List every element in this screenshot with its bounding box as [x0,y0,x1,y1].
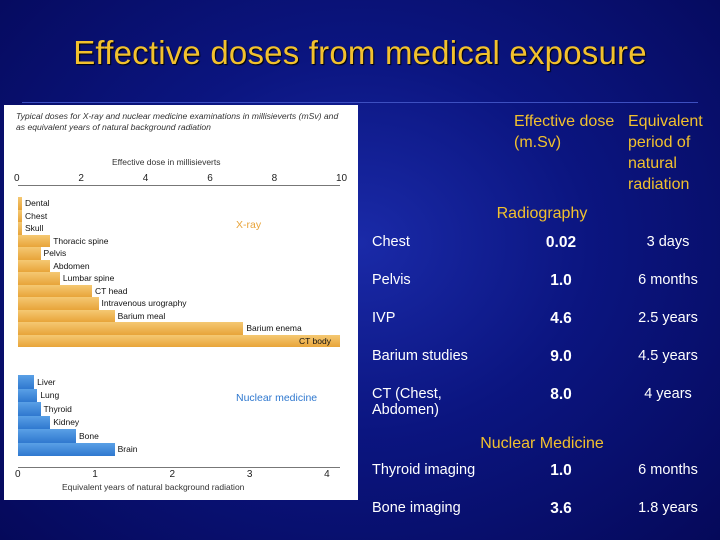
table-row: IVP 4.6 2.5 years [366,303,718,341]
exam-name: Pelvis [372,272,411,288]
xray-section-label: X-ray [236,219,262,231]
period-value: 6 months [638,272,698,288]
bar-label: CT body [299,335,331,346]
dose-value: 8.0 [550,386,572,403]
chart-bar [18,429,76,443]
chart-bar [18,375,35,389]
exam-name: Thyroid imaging [372,462,476,478]
bar-label: Thoracic spine [53,235,109,246]
top-tick-label: 10 [336,173,348,184]
chart-bar [18,322,244,335]
chart-bar [18,284,93,297]
period-value: 1.8 years [638,500,698,516]
period-value: 2.5 years [638,310,698,326]
exam-name: Bone imaging [372,500,461,516]
bar-label: Bone [78,430,99,441]
bar-label: Brain [117,444,138,455]
period-value: 4.5 years [638,348,698,364]
chart-bar [18,272,60,285]
chart-bar [18,297,99,310]
top-tick-label: 8 [271,173,278,184]
bar-label: Lumbar spine [62,273,115,284]
bar-label: CT head [95,285,128,296]
bar-label: Chest [25,210,48,221]
dose-figure: Typical doses for X-ray and nuclear medi… [4,105,358,500]
figure-caption: Typical doses for X-ray and nuclear medi… [16,111,339,132]
table-row: Thyroid imaging 1.0 6 months [366,455,718,493]
bar-label: Abdomen [53,260,90,271]
chart-bar [18,197,22,210]
bottom-axis-title: Equivalent years of natural background r… [62,482,245,492]
period-value: 3 days [646,234,690,250]
chart-bar [18,442,115,456]
header-effective-dose: Effective dose (m.Sv) [514,113,615,151]
chart-bar [18,209,22,222]
top-axis-title: Effective dose in millisieverts [112,157,221,167]
period-value: 6 months [638,462,698,478]
chart-bar [18,309,115,322]
bottom-axis-line [18,467,340,468]
dose-value: 9.0 [550,348,572,365]
section-nuclear-medicine: Nuclear Medicine [480,435,604,452]
chart-bar [18,259,51,272]
slide-title: Effective doses from medical exposure [73,34,647,71]
nm-section-label: Nuclear medicine [236,392,318,404]
dose-value: 3.6 [550,500,572,517]
table-row: Barium studies 9.0 4.5 years [366,341,718,379]
dose-value: 4.6 [550,310,572,327]
bar-label: Skull [25,223,44,234]
chart-bar [18,415,51,429]
top-tick-label: 6 [207,173,213,184]
top-axis-line [18,185,340,186]
exam-name: CT (Chest, Abdomen) [372,386,442,418]
chart-bar [18,402,41,416]
bottom-tick-label: 2 [169,469,176,480]
chart-bar [18,388,38,402]
header-blank [366,106,504,195]
bottom-tick-label: 4 [324,469,330,480]
period-value: 4 years [644,386,692,402]
chart-bar [18,234,51,247]
bar-label: Dental [25,198,50,209]
dose-value: 1.0 [550,272,572,289]
title-divider [22,102,698,103]
dose-value: 1.0 [550,462,572,479]
top-tick-label: 2 [78,173,84,184]
table-row: CT (Chest, Abdomen) 8.0 4 years [366,379,718,434]
table-row: Pelvis 1.0 6 months [366,265,718,303]
chart-bar [18,247,41,260]
section-radiography: Radiography [496,205,588,222]
bar-label: Lung [40,390,60,401]
top-tick-label: 4 [142,173,149,184]
bar-label: Pelvis [43,248,67,259]
bottom-tick-label: 0 [15,469,21,480]
table-row: Chest 0.02 3 days [366,227,718,265]
bottom-tick-label: 3 [246,469,253,480]
bar-label: Barium meal [117,310,166,321]
bar-label: Liver [37,376,56,387]
dose-table: Effective dose (m.Sv) Equivalent period … [366,106,718,531]
bar-label: Barium enema [246,323,302,334]
dose-value: 0.02 [545,234,577,251]
bottom-tick-label: 1 [92,469,98,480]
bar-label: Kidney [53,417,80,428]
bar-label: Intravenous urography [101,298,187,309]
header-equivalent-period: Equivalent period of natural radiation [628,113,703,193]
top-tick-label: 0 [14,173,20,184]
exam-name: Barium studies [372,348,468,364]
bar-label: Thyroid [43,403,72,414]
exam-name: Chest [372,234,410,250]
chart-bar [18,334,340,347]
chart-bar [18,222,22,235]
exam-name: IVP [372,310,396,326]
table-row: Bone imaging 3.6 1.8 years [366,493,718,531]
